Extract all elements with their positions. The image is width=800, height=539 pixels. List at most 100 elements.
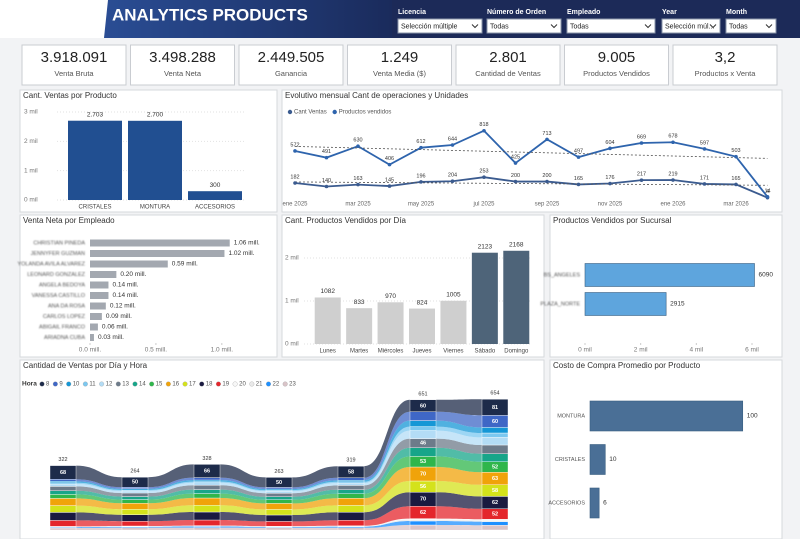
chart-title: Costo de Compra Promedio por Producto [553,361,701,370]
filter-dropdown[interactable] [397,18,483,34]
value-label: 491 [322,149,331,155]
bar [584,263,755,287]
ribbon [148,525,194,527]
filter-dropdown[interactable] [661,18,721,34]
marker [702,147,707,151]
value-label: 833 [354,299,365,306]
segment [265,493,293,498]
segment [409,524,437,531]
ribbon [220,485,266,497]
category-label: ABIGAIL FRANCO [39,324,86,330]
segment-label: 58 [492,488,498,494]
segment-label: 62 [420,510,426,516]
segment-label: 60 [420,403,426,409]
segment [121,487,149,490]
legend-marker [182,381,188,387]
x-tick-label: 2 mil [634,347,648,354]
chevron [709,24,717,29]
x-tick-label: ene 2025 [282,202,308,208]
value-label: 1.02 mill. [228,250,254,257]
legend-label: 11 [89,382,96,388]
marker [513,161,518,165]
marker [387,162,392,167]
ribbon [76,482,122,491]
segment [409,399,437,412]
legend-marker [215,381,221,387]
x-tick-label: 0 mil [578,347,592,354]
legend-marker [266,381,271,387]
segment [193,519,221,526]
segment-label: 50 [276,480,282,486]
segment [193,493,221,499]
segment-label: 68 [60,470,66,476]
kpi-card [21,44,127,86]
category-label: ANA DA ROSA [48,303,85,309]
x-tick-label: jul 2025 [472,202,495,208]
marker [324,155,329,160]
x-tick-label: 4 mil [689,347,703,354]
value-label: 204 [448,173,457,179]
legend-marker [66,381,72,387]
page-title: ANALYTICS PRODUCTS [112,5,308,24]
bar [90,250,225,257]
ribbon [220,498,266,510]
legend-marker [149,381,155,387]
marker [671,178,675,182]
legend-label: 19 [222,382,229,388]
bar [584,292,667,316]
chevron [471,24,479,29]
total-label: 651 [418,391,427,397]
ribbon [76,527,122,530]
chart-title: Venta Neta por Empleado [23,216,115,225]
segment [481,525,509,531]
ribbon [76,526,122,527]
segment [337,520,365,527]
segment [337,477,365,481]
x-tick-label: Jueves [412,349,431,355]
kpi-card [672,44,778,86]
bar [90,302,106,310]
legend-marker [39,381,45,387]
category-label: CHRISTIAN PINEDA [33,240,85,246]
value-label: 425 [511,155,520,161]
filter-dropdown[interactable] [486,18,562,34]
ribbon [76,479,122,489]
value-label: 2915 [670,301,685,308]
legend-marker [115,381,121,387]
filter-dropdown[interactable] [566,18,656,34]
segment [265,521,293,527]
segment [265,487,293,490]
filter-label: Month [726,9,747,16]
segment [121,509,149,516]
ribbon [364,447,410,494]
segment [337,505,365,513]
bar [440,300,467,344]
ribbon [220,480,266,491]
chevron [765,24,773,29]
marker [356,144,360,148]
ribbon [220,477,266,489]
ribbon [148,489,194,500]
value-label: 1005 [446,292,461,299]
ribbon [76,481,122,490]
bar [503,250,530,344]
segment-label: 66 [204,468,210,474]
chevron [550,24,558,29]
legend-label: 12 [106,382,113,388]
ribbon [364,420,410,482]
segment [193,464,221,478]
value-label: 182 [290,174,299,180]
filter-dropdown[interactable] [725,18,777,34]
category-label: LEONARD GONZALEZ [27,272,85,278]
segment [49,479,77,482]
x-tick-label: 6 mil [745,347,759,354]
legend-label: 20 [239,382,246,388]
value-label: 0.12 mill. [110,303,136,310]
chart-title: Cant. Productos Vendidos por Día [285,216,407,225]
ribbon [436,447,482,462]
segment [481,437,509,446]
ribbon [76,526,122,528]
kpi-value: 3,2 [715,49,736,66]
category-label: ARIADNA CUBA [44,335,85,341]
